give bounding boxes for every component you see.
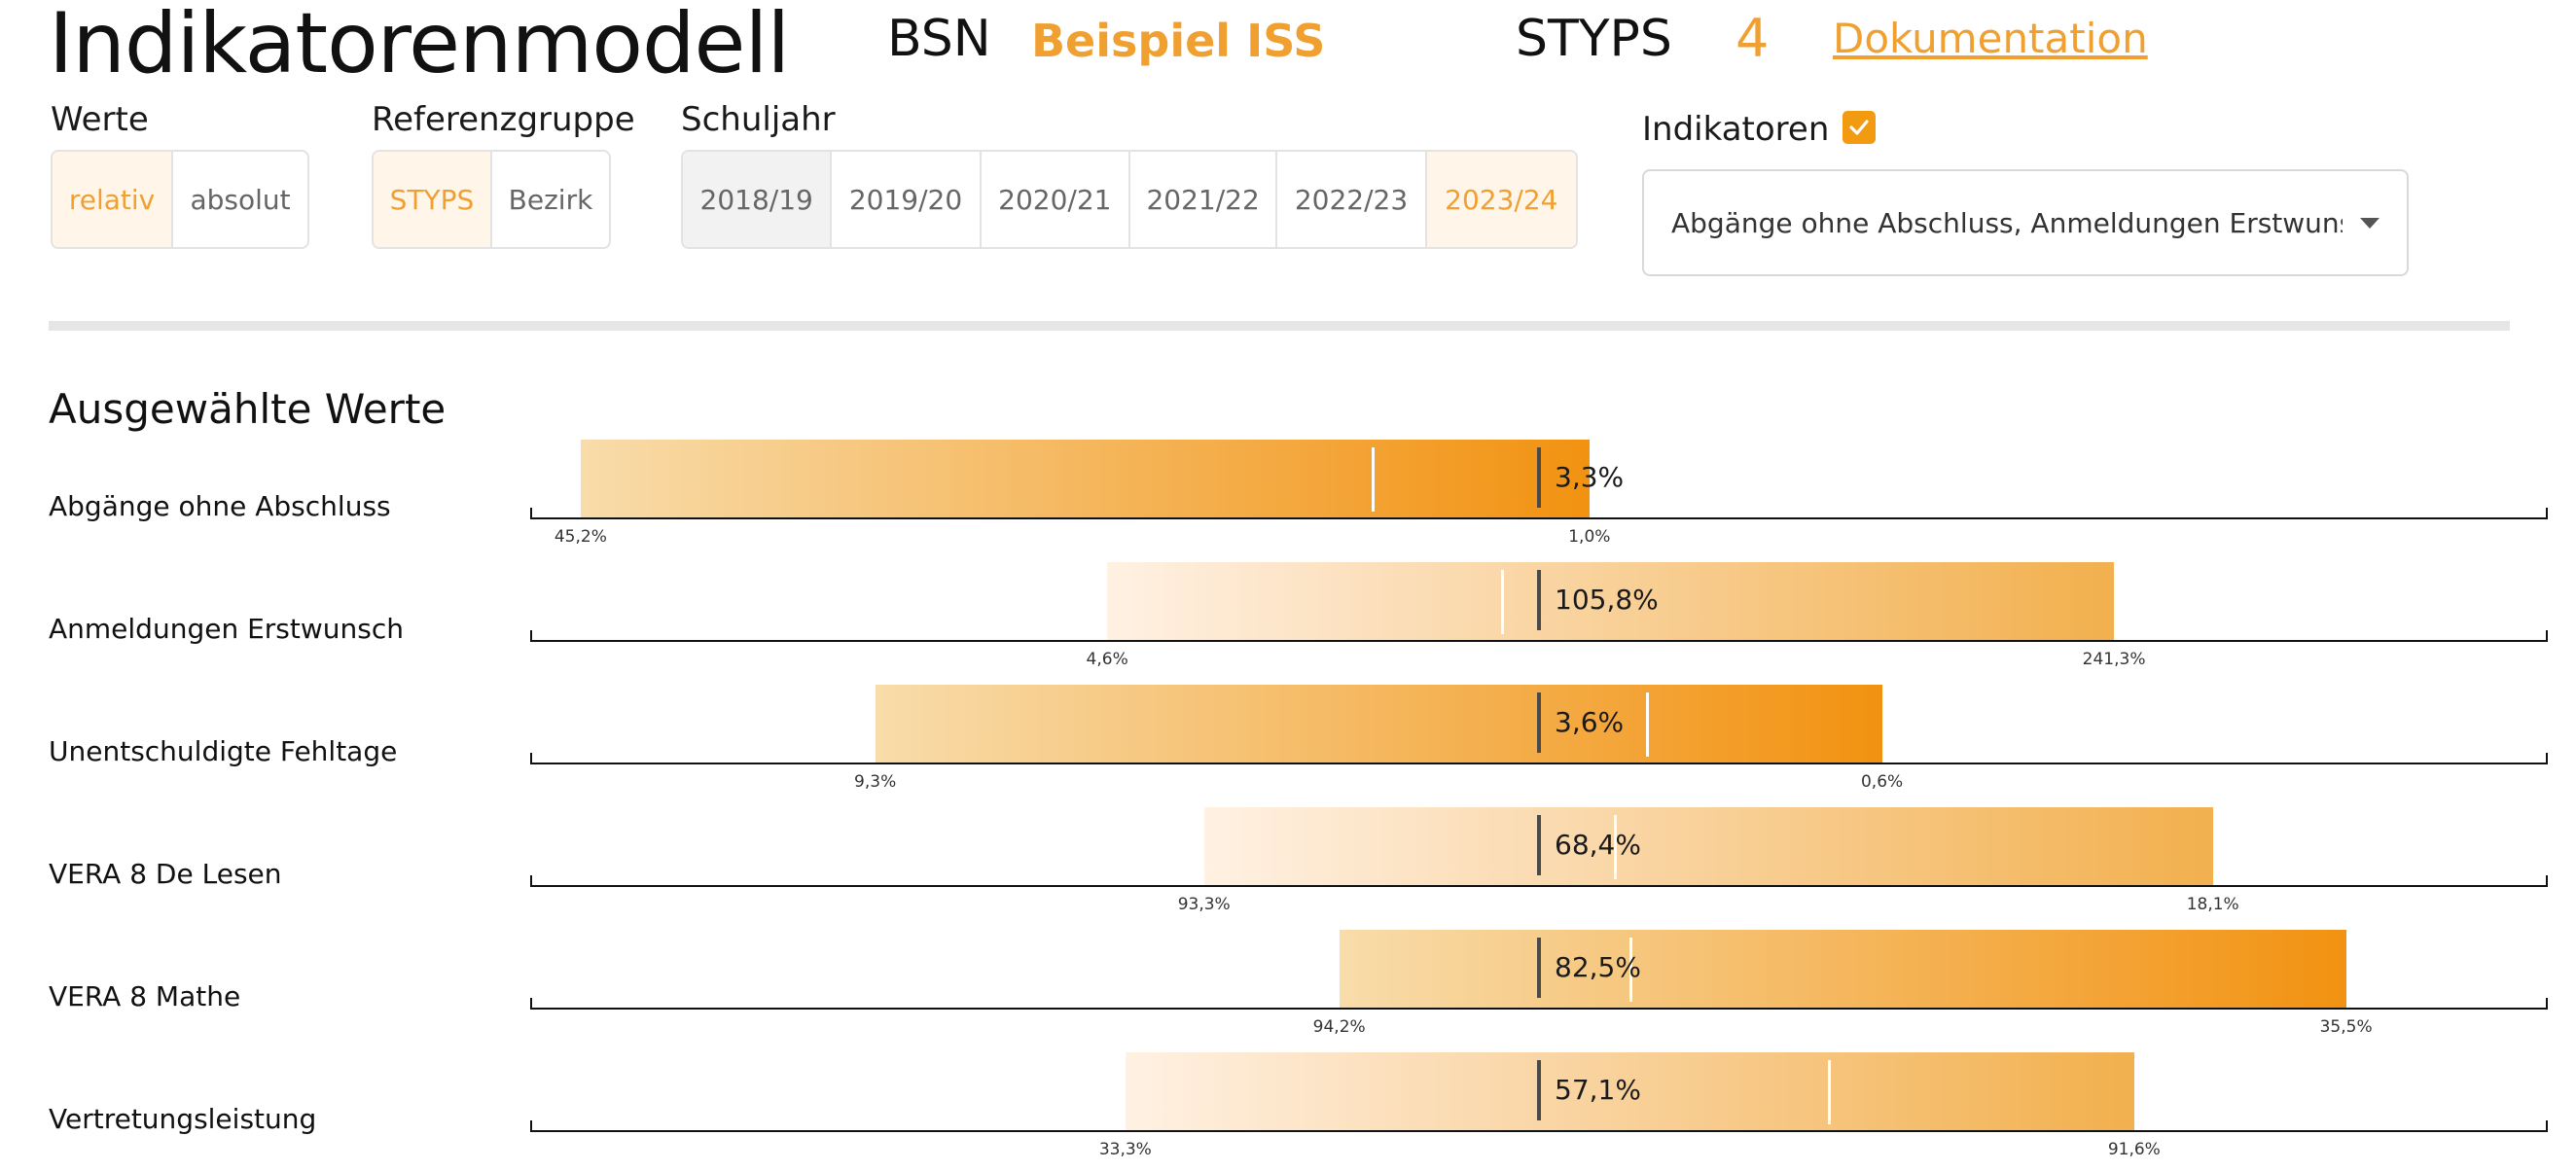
referenzgruppe-toggle: STYPS Bezirk [372, 150, 611, 249]
styps-label: STYPS [1516, 10, 1672, 68]
reference-marker [1827, 1060, 1831, 1124]
schuljahr-option-2021-22[interactable]: 2021/22 [1130, 152, 1278, 247]
row-label: Vertretungsleistung [49, 1103, 317, 1135]
school-value-marker [1537, 938, 1541, 998]
werte-option-absolut[interactable]: absolut [190, 183, 291, 216]
row-label: Abgänge ohne Abschluss [49, 490, 391, 522]
axis-line [530, 885, 2548, 887]
reference-marker [1500, 570, 1504, 634]
range-min-label: 33,3% [1098, 1140, 1152, 1159]
row-label: VERA 8 De Lesen [49, 858, 282, 890]
range-bar [1203, 807, 2213, 887]
school-value-marker [1537, 815, 1541, 875]
row-label: Unentschuldigte Fehltage [49, 735, 398, 767]
referenzgruppe-option-styps[interactable]: STYPS [374, 152, 492, 247]
bsn-value: Beispiel ISS [1031, 15, 1326, 67]
schuljahr-option-2018-19[interactable]: 2018/19 [683, 152, 833, 247]
reference-marker [1371, 447, 1375, 512]
range-bar [580, 440, 1590, 519]
axis-start-tick [530, 998, 532, 1010]
chevron-down-icon [2360, 217, 2379, 229]
axis-start-tick [530, 753, 532, 764]
axis-line [530, 640, 2548, 642]
axis-line [530, 1008, 2548, 1010]
bar-value-label: 105,8% [1555, 584, 1659, 616]
range-min-label: 4,6% [1086, 650, 1128, 669]
range-bar [1339, 930, 2346, 1010]
axis-end-tick [2546, 753, 2548, 764]
range-max-label: 35,5% [2319, 1017, 2373, 1037]
bar-value-label: 82,5% [1555, 951, 1641, 983]
referenzgruppe-option-bezirk[interactable]: Bezirk [508, 183, 593, 216]
range-max-label: 18,1% [2186, 895, 2239, 914]
range-max-label: 91,6% [2107, 1140, 2161, 1159]
indikatoren-dropdown[interactable]: Abgänge ohne Abschluss, Anmeldungen Erst… [1642, 169, 2409, 276]
range-bar [1125, 1052, 2134, 1132]
axis-line [530, 1130, 2548, 1132]
axis-line [530, 763, 2548, 764]
axis-end-tick [2546, 875, 2548, 887]
schuljahr-label: Schuljahr [681, 100, 836, 139]
axis-start-tick [530, 1120, 532, 1132]
axis-end-tick [2546, 1120, 2548, 1132]
range-max-label: 241,3% [2082, 650, 2146, 669]
referenzgruppe-label: Referenzgruppe [372, 100, 635, 139]
schuljahr-option-2023-24[interactable]: 2023/24 [1426, 152, 1576, 247]
range-min-label: 93,3% [1177, 895, 1231, 914]
reference-marker [1629, 938, 1633, 1002]
school-value-marker [1537, 570, 1541, 630]
section-title: Ausgewählte Werte [49, 385, 447, 433]
reference-marker [1613, 815, 1617, 879]
section-divider [49, 321, 2510, 331]
documentation-link[interactable]: Dokumentation [1833, 15, 2148, 62]
indikatoren-label: Indikatoren [1642, 110, 1830, 149]
werte-label: Werte [51, 100, 149, 139]
school-value-marker [1537, 447, 1541, 508]
range-min-label: 94,2% [1312, 1017, 1366, 1037]
bar-value-label: 3,6% [1555, 706, 1625, 738]
bar-value-label: 68,4% [1555, 829, 1641, 861]
range-max-label: 1,0% [1568, 527, 1611, 547]
werte-toggle: relativ absolut [51, 150, 309, 249]
row-label: Anmeldungen Erstwunsch [49, 613, 404, 645]
indikatoren-dropdown-value: Abgänge ohne Abschluss, Anmeldungen Erst… [1671, 206, 2343, 239]
page-title: Indikatorenmodell [49, 0, 790, 92]
range-max-label: 0,6% [1860, 772, 1904, 792]
schuljahr-option-2019-20[interactable]: 2019/20 [832, 152, 982, 247]
bar-value-label: 3,3% [1555, 461, 1625, 493]
axis-end-tick [2546, 630, 2548, 642]
axis-start-tick [530, 875, 532, 887]
checkmark-icon [1849, 120, 1869, 135]
schuljahr-toggle: 2018/19 2019/20 2020/21 2021/22 2022/23 … [681, 150, 1578, 249]
bar-value-label: 57,1% [1555, 1074, 1641, 1106]
range-bar [1107, 562, 2115, 642]
axis-start-tick [530, 630, 532, 642]
reference-marker [1645, 692, 1649, 757]
werte-option-relativ[interactable]: relativ [53, 152, 174, 247]
row-label: VERA 8 Mathe [49, 980, 241, 1012]
indikatoren-checkbox[interactable] [1843, 111, 1876, 144]
axis-end-tick [2546, 998, 2548, 1010]
range-min-label: 45,2% [554, 527, 607, 547]
school-value-marker [1537, 692, 1541, 753]
range-min-label: 9,3% [854, 772, 897, 792]
schuljahr-option-2022-23[interactable]: 2022/23 [1277, 152, 1427, 247]
styps-value: 4 [1735, 8, 1770, 69]
range-bar [875, 685, 1882, 764]
school-value-marker [1537, 1060, 1541, 1120]
schuljahr-option-2020-21[interactable]: 2020/21 [982, 152, 1130, 247]
axis-start-tick [530, 508, 532, 519]
axis-line [530, 517, 2548, 519]
axis-end-tick [2546, 508, 2548, 519]
bsn-label: BSN [887, 10, 991, 68]
